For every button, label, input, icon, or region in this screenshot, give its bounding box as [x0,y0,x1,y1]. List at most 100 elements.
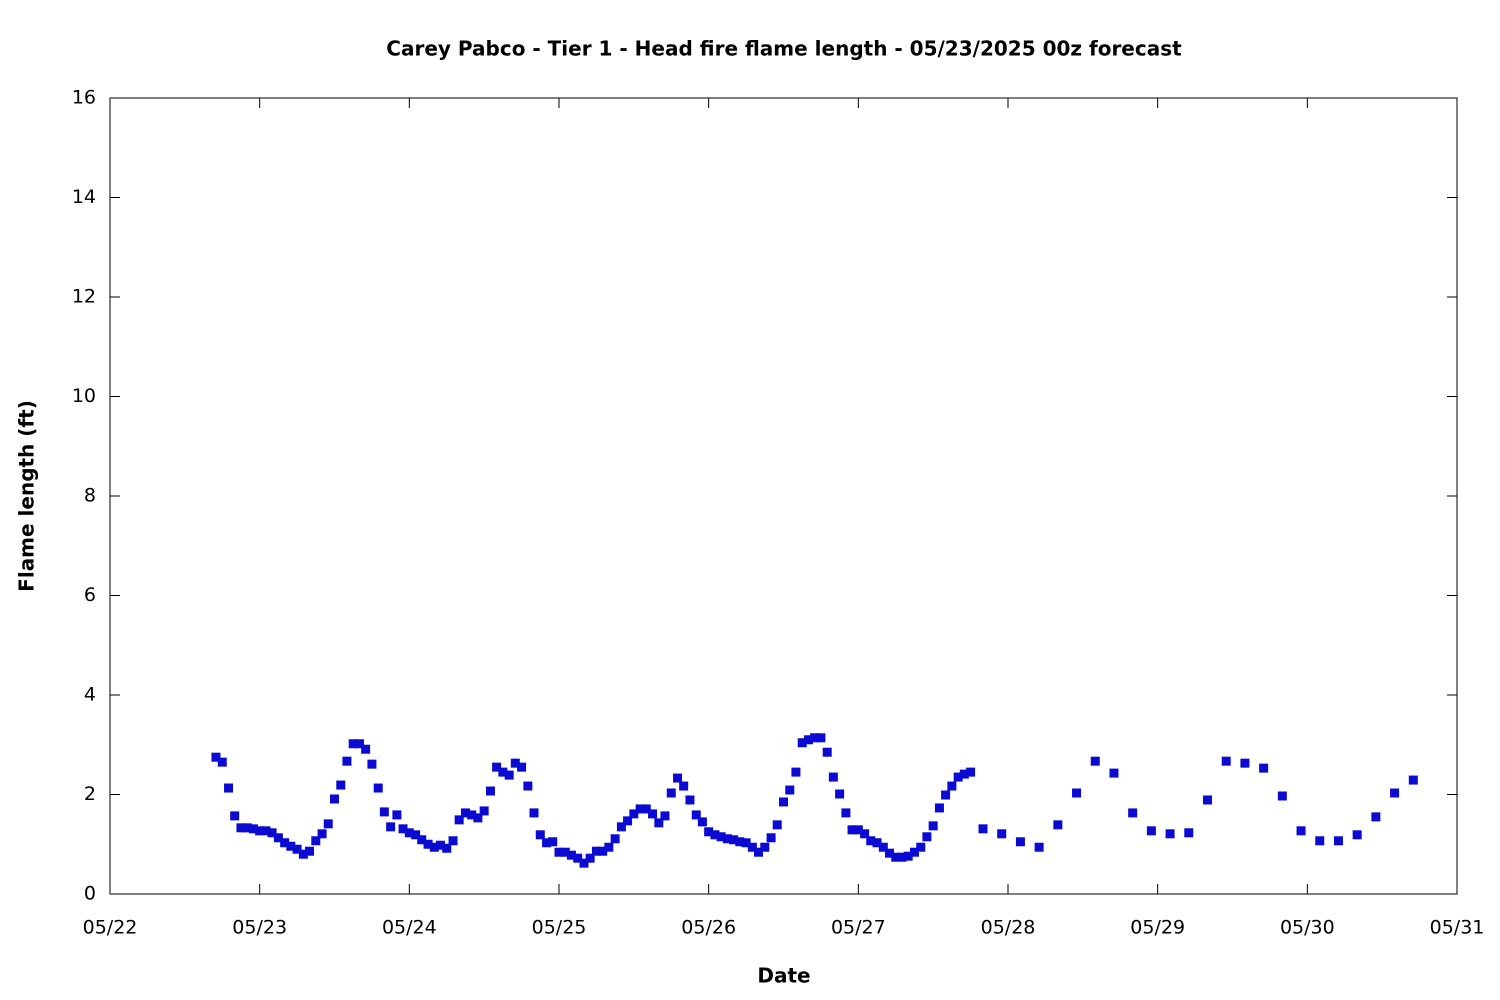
data-point [248,824,258,834]
data-point [448,836,458,846]
data-point [330,794,339,804]
data-point [816,733,826,743]
data-point [909,847,919,857]
data-point [791,767,801,777]
data-point [411,830,421,840]
data-point [934,803,944,813]
data-point [629,809,639,819]
data-point [872,838,882,848]
data-point [298,849,308,859]
data-point [1203,795,1213,805]
data-point [1128,808,1138,818]
data-point [211,752,221,762]
data-point [747,842,757,852]
data-point [772,820,782,830]
data-point [367,759,377,769]
data-point [691,810,701,820]
data-point [435,840,445,850]
data-point [928,821,938,831]
data-point [1352,830,1362,840]
data-point [997,829,1007,839]
data-point [585,853,595,863]
data-point [1371,812,1381,822]
data-point [280,838,290,848]
data-point [473,813,483,823]
x-tick-label: 05/23 [232,917,287,939]
data-point [479,806,489,816]
data-point [853,825,863,835]
data-point [598,846,608,856]
x-tick-label: 05/31 [1430,917,1485,939]
data-point [891,852,901,862]
data-point [785,785,795,795]
data-point [666,788,676,798]
data-point [1053,820,1063,830]
x-tick-label: 05/24 [382,917,437,939]
data-point [442,843,452,853]
y-tick-label: 2 [84,783,96,805]
data-point [236,823,246,833]
data-point [654,818,664,828]
data-point [1296,826,1306,836]
data-point [311,836,321,846]
data-point [529,808,539,818]
data-point [722,834,732,844]
data-point [1240,758,1250,768]
y-tick-label: 0 [84,883,96,905]
x-tick-label: 05/30 [1280,917,1335,939]
data-point [704,827,714,837]
data-point [292,844,302,854]
data-point [1109,768,1119,778]
data-point [379,807,389,817]
y-tick-label: 4 [84,684,96,706]
data-point [966,767,976,777]
data-point [922,832,932,842]
data-point [841,808,851,818]
data-point [623,816,633,826]
data-point [454,815,464,825]
data-point [878,842,888,852]
data-point [903,851,913,861]
y-tick-label: 16 [72,87,96,109]
data-point [354,739,364,749]
data-point [766,833,776,843]
data-point [1277,791,1287,801]
data-point [504,770,514,780]
data-point [610,834,620,844]
data-point [1333,836,1343,846]
data-point [978,824,988,834]
data-point [1146,826,1156,836]
data-point [947,781,957,791]
data-point [779,797,788,807]
data-point [255,826,265,836]
data-point [884,848,894,858]
data-point [573,853,583,863]
data-point [803,735,813,745]
data-point [230,811,240,821]
data-point [835,789,845,799]
data-point [348,739,358,749]
y-tick-label: 8 [84,485,96,507]
data-point [286,841,296,851]
x-tick-label: 05/22 [83,917,138,939]
data-point [916,842,926,852]
data-point [267,828,277,838]
data-point [1015,837,1025,847]
data-point [897,852,907,862]
data-point [1034,842,1044,852]
data-point [342,756,352,766]
data-point [404,828,414,838]
data-point [1221,756,1231,766]
x-axis-label: Date [757,964,810,988]
data-point [417,835,427,845]
data-point [797,738,807,748]
data-point [1184,828,1194,838]
data-point [217,757,227,767]
data-point [548,837,558,847]
data-point [373,783,383,793]
data-point [1090,756,1100,766]
data-point [1072,788,1082,798]
x-tick-label: 05/29 [1130,917,1185,939]
